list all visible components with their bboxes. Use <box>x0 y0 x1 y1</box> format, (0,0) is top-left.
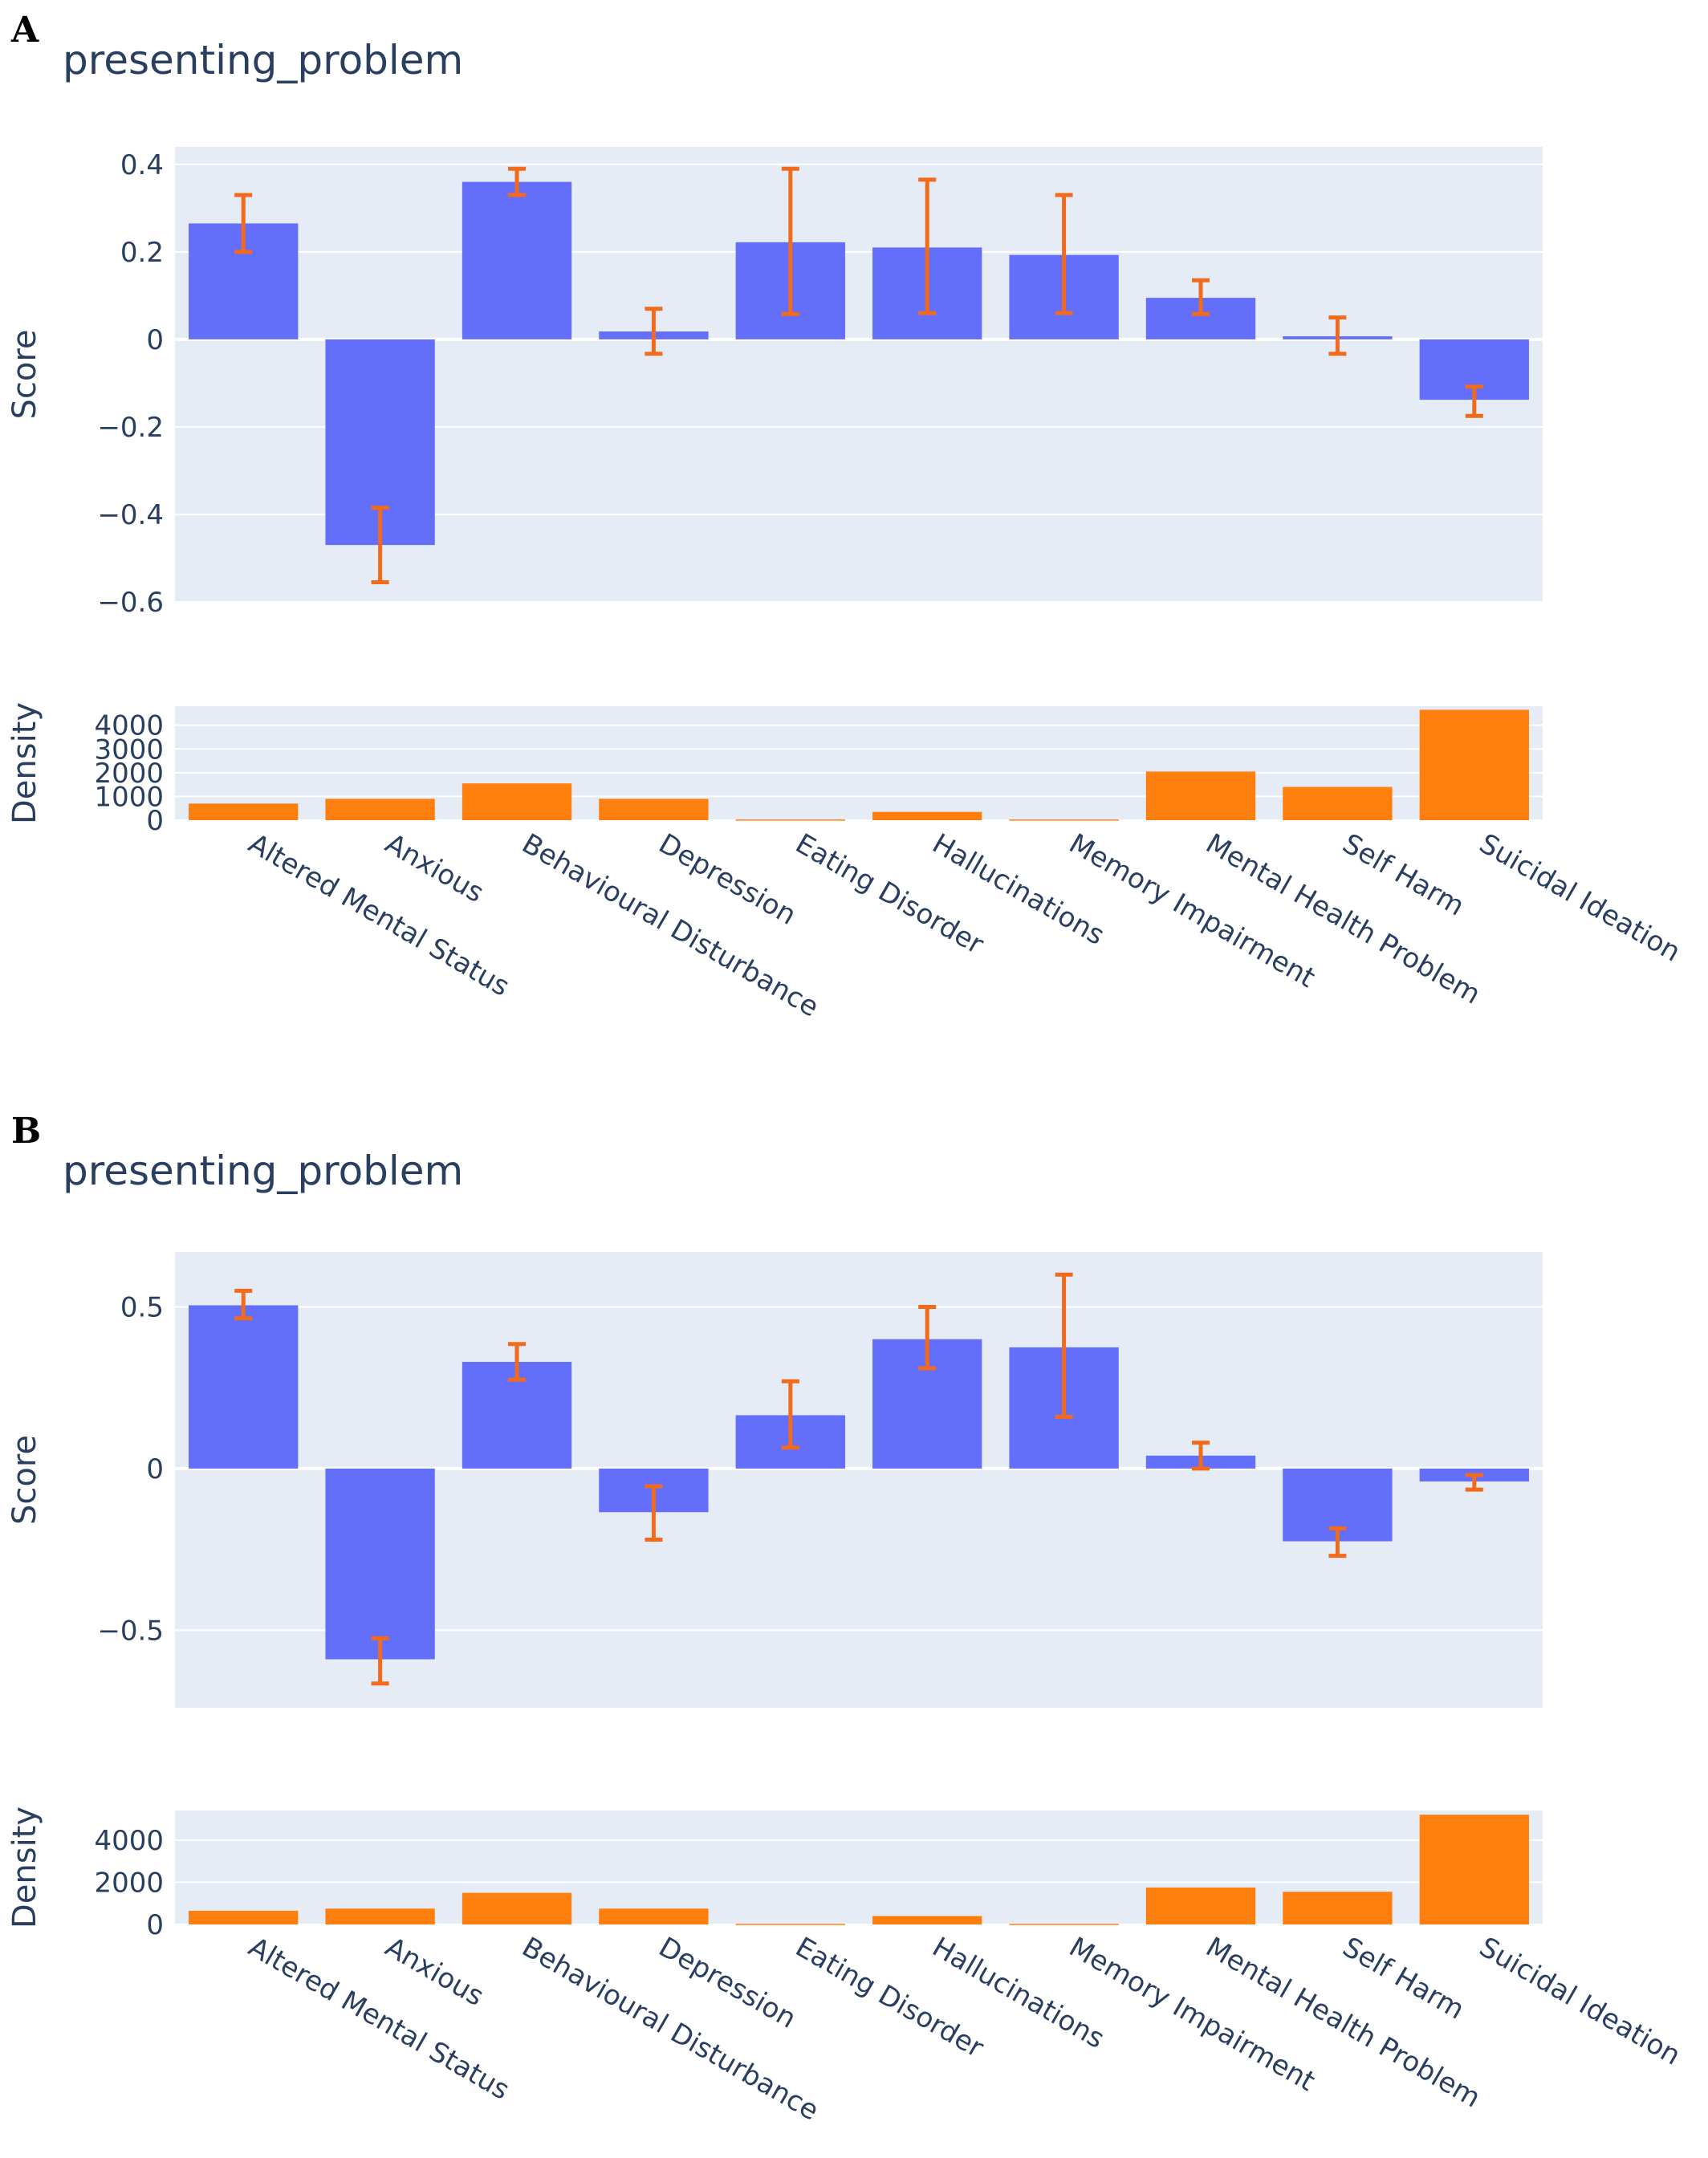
density-bar <box>872 1916 982 1924</box>
density-tick-label: 4000 <box>94 710 164 742</box>
panel-letter: A <box>10 10 39 51</box>
score-tick-label: −0.6 <box>97 587 164 619</box>
error-bar <box>645 1484 663 1542</box>
error-bar <box>1328 1526 1347 1559</box>
score-subplot: −0.6 −0.4 −0.2 0 0.2 0.4 Score <box>6 147 1543 619</box>
score-tick-label: 0 <box>146 1453 164 1485</box>
error-bar <box>508 1342 526 1382</box>
density-bar <box>189 803 299 820</box>
error-bar <box>508 166 526 197</box>
density-tick-label: 4000 <box>94 1825 164 1857</box>
density-tick-label: 1000 <box>94 781 164 813</box>
error-bar <box>1055 193 1073 315</box>
score-subplot: −0.5 0 0.5 Score <box>6 1252 1543 1708</box>
density-tick-label: 0 <box>146 1909 164 1941</box>
density-tick-label: 3000 <box>94 734 164 766</box>
category-label: Memory Impairment <box>1063 1931 1320 2098</box>
chart-title: presenting_problem <box>63 37 463 83</box>
error-bar <box>781 1379 799 1450</box>
density-bar <box>1009 819 1119 821</box>
score-tick-label: −0.2 <box>97 412 164 444</box>
error-bar <box>1465 384 1483 418</box>
density-tick-label: 0 <box>146 805 164 837</box>
category-label: Anxious <box>380 1931 489 2013</box>
category-label: Suicidal Ideation <box>1474 827 1686 969</box>
error-bar <box>781 166 799 316</box>
score-axis-title: Score <box>6 329 43 419</box>
error-bar <box>371 506 389 584</box>
category-label: Memory Impairment <box>1063 827 1320 994</box>
score-bar <box>189 1305 299 1469</box>
score-bar <box>462 181 572 339</box>
error-bar <box>1465 1473 1483 1492</box>
error-bar <box>371 1636 389 1686</box>
density-bar <box>735 819 845 821</box>
score-tick-label: 0.2 <box>120 237 164 269</box>
score-tick-label: −0.4 <box>97 499 164 531</box>
score-tick-label: 0 <box>146 324 164 356</box>
error-bar <box>1192 278 1210 316</box>
score-tick-label: −0.5 <box>97 1615 164 1647</box>
density-subplot: 0 2000 4000 Density <box>6 1806 1543 1941</box>
category-label: Altered Mental Status <box>243 1931 515 2107</box>
error-bar <box>1328 315 1347 356</box>
category-label: Anxious <box>380 827 489 909</box>
density-tick-label: 2000 <box>94 1867 164 1899</box>
category-label: Suicidal Ideation <box>1474 1931 1686 2072</box>
density-bar <box>462 783 572 820</box>
chart-title: presenting_problem <box>63 1148 463 1194</box>
density-axis-title: Density <box>6 1806 43 1928</box>
score-tick-label: 0.5 <box>120 1291 164 1323</box>
density-bar <box>1145 1887 1256 1924</box>
density-bar <box>462 1892 572 1924</box>
density-bar <box>1419 709 1529 820</box>
error-bar <box>1192 1441 1210 1471</box>
panel-letter: B <box>11 1111 41 1152</box>
density-axis-title: Density <box>6 702 43 824</box>
density-bar <box>1283 786 1393 820</box>
density-bar <box>599 1908 709 1924</box>
density-bar <box>189 1910 299 1924</box>
score-tick-label: 0.4 <box>120 149 164 181</box>
error-bar <box>645 307 663 356</box>
density-bar <box>735 1924 845 1925</box>
density-bar <box>1145 771 1256 820</box>
density-bar <box>872 811 982 820</box>
density-bar <box>599 799 709 820</box>
density-bar <box>1283 1892 1393 1924</box>
error-bar <box>918 1304 937 1371</box>
density-bar <box>325 1908 435 1924</box>
error-bar <box>234 193 253 254</box>
error-bar <box>234 1288 253 1321</box>
density-bar <box>325 799 435 820</box>
category-label: Altered Mental Status <box>243 827 515 1003</box>
score-bar <box>325 1468 435 1660</box>
score-axis-title: Score <box>6 1435 43 1525</box>
density-tick-label: 2000 <box>94 758 164 790</box>
error-bar <box>918 177 937 315</box>
density-bar <box>1009 1924 1119 1925</box>
error-bar <box>1055 1272 1073 1419</box>
density-bar <box>1419 1815 1529 1924</box>
